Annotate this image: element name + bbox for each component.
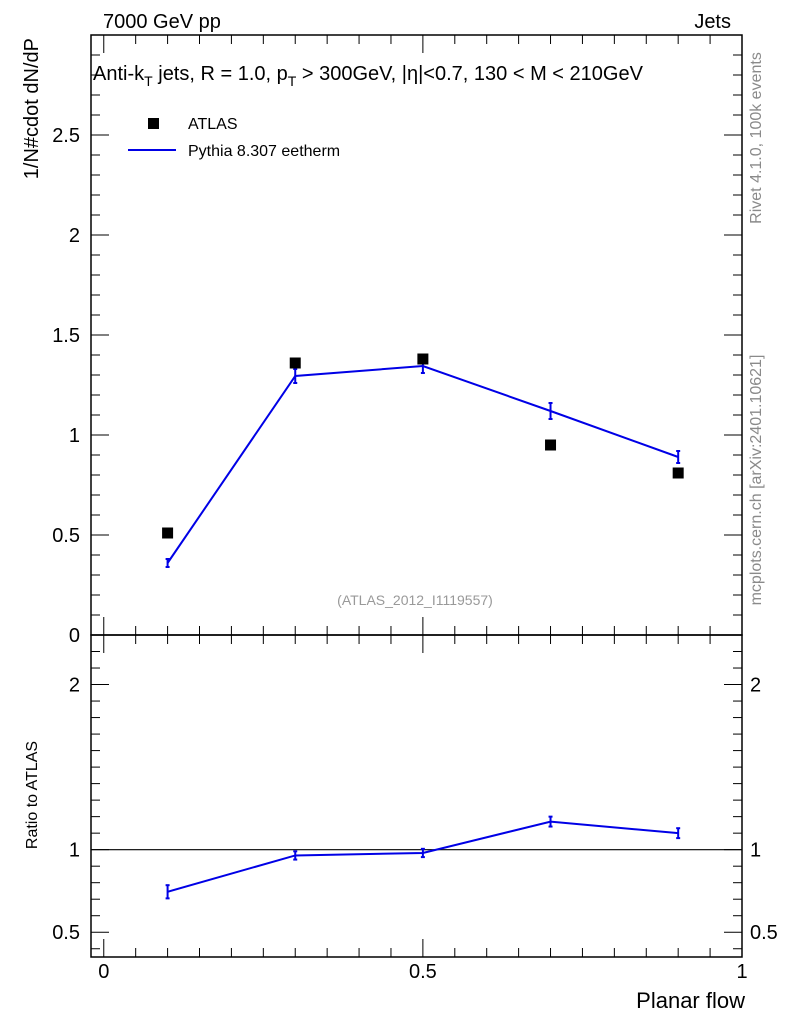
atlas-data-point (545, 439, 557, 451)
legend-atlas-marker (148, 118, 159, 129)
main-y-axis-label: 1/N#cdot dN/dP (21, 38, 43, 179)
ratio-y-tick-label: 1 (69, 840, 80, 862)
main-data-marks (162, 353, 684, 568)
mcplots-label: mcplots.cern.ch [arXiv:2401.10621] (748, 355, 765, 606)
ratio-plot-frame (90, 634, 743, 958)
header-right: Jets (694, 11, 731, 33)
plot-title: Anti-kT jets, R = 1.0, pT > 300GeV, |η|<… (93, 63, 644, 89)
rivet-label: Rivet 4.1.0, 100k events (748, 52, 765, 224)
atlas-data-point (162, 527, 174, 539)
legend-atlas-label: ATLAS (188, 116, 238, 133)
x-tick-labels: 0 0.5 1 (98, 961, 747, 983)
ratio-y-axis-label: Ratio to ATLAS (24, 741, 41, 849)
atlas-data-point (672, 467, 684, 479)
header-left: 7000 GeV pp (103, 11, 221, 33)
x-tick-label: 1 (736, 961, 747, 983)
ratio-y-tick-labels: 0.5 0.5 1 1 2 2 (52, 675, 778, 945)
legend: ATLAS Pythia 8.307 eetherm (128, 116, 340, 160)
atlas-data-point (289, 357, 301, 369)
x-tick-label: 0.5 (409, 961, 437, 983)
main-y-tick-labels: 0 0.5 1 1.5 2 2.5 (52, 125, 80, 647)
atlas-data-point (417, 353, 429, 365)
ratio-y-tick-label-right: 0.5 (750, 922, 778, 944)
ratio-y-tick-label: 0.5 (52, 922, 80, 944)
pythia-line (166, 364, 679, 564)
x-tick-label: 0 (98, 961, 109, 983)
ratio-y-tick-label-right: 1 (750, 840, 761, 862)
ratio-data-marks (91, 815, 742, 900)
main-y-tick-label: 1.5 (52, 325, 80, 347)
main-ticks (91, 35, 743, 636)
ratio-y-tick-label: 2 (69, 675, 80, 697)
main-y-tick-label: 0 (69, 625, 80, 647)
main-y-tick-label: 2.5 (52, 125, 80, 147)
ratio-ticks (91, 635, 743, 957)
main-y-tick-label: 1 (69, 425, 80, 447)
ratio-y-tick-label-right: 2 (750, 675, 761, 697)
legend-pythia-label: Pythia 8.307 eetherm (188, 143, 340, 160)
analysis-watermark: (ATLAS_2012_I1119557) (337, 592, 493, 608)
main-y-tick-label: 2 (69, 225, 80, 247)
x-axis-label: Planar flow (636, 988, 745, 1013)
main-y-tick-label: 0.5 (52, 525, 80, 547)
